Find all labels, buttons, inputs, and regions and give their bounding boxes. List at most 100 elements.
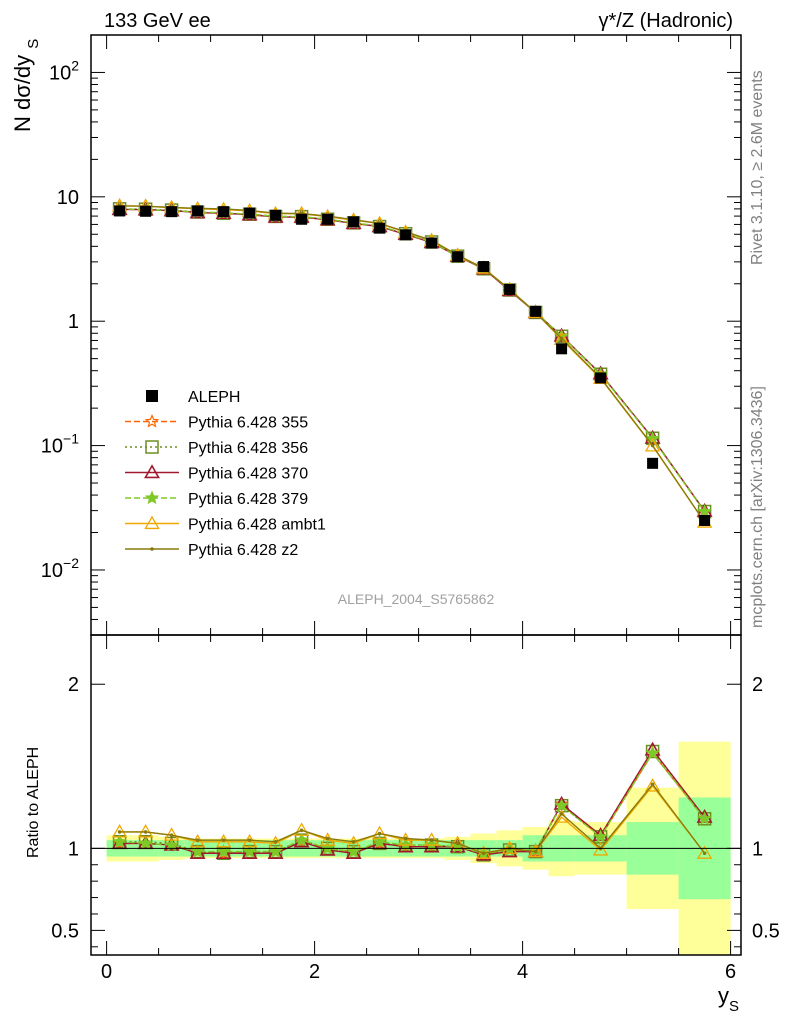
marker-triangle (111, 824, 128, 838)
x-tick-label: 4 (517, 961, 528, 983)
main-y-tick-label-base: 10 (41, 560, 63, 582)
marker-star (144, 490, 160, 505)
data-point (146, 390, 158, 402)
ratio-y-tick-label-left: 1 (68, 838, 79, 860)
marker-triangle (293, 822, 310, 836)
data-point (699, 514, 711, 526)
marker-dot (169, 833, 174, 838)
marker-star (138, 835, 153, 850)
marker-triangle (371, 825, 388, 840)
marker-star (242, 844, 257, 858)
marker-star (294, 832, 309, 847)
legend-label: Pythia 6.428 z2 (188, 542, 298, 559)
marker-dot (351, 839, 356, 844)
main-y-tick-label-exp: −2 (63, 555, 79, 571)
marker-star (190, 844, 205, 858)
legend-label: ALEPH (188, 389, 240, 406)
marker-dot (299, 828, 304, 833)
marker-dot (455, 841, 460, 846)
data-point (400, 229, 412, 241)
main-y-label: N dσ/dy S (10, 39, 42, 132)
data-point (166, 206, 178, 218)
marker-star (554, 798, 569, 812)
main-y-tick-label-base: 10 (41, 436, 63, 458)
marker-triangle (501, 840, 518, 854)
x-axis-label-text: y (718, 983, 729, 1008)
data-point (530, 305, 542, 317)
x-axis: 0 2 4 6 (101, 35, 736, 983)
main-y-tick-label: 10−1 (41, 431, 79, 458)
marker-star (697, 811, 712, 825)
marker-dot (559, 336, 564, 341)
marker-star (346, 844, 361, 858)
marker-star (320, 840, 335, 855)
x-tick-label: 6 (725, 961, 736, 983)
marker-square (145, 440, 159, 454)
marker-dot (273, 839, 278, 844)
marker-dot (559, 812, 564, 816)
marker-star (164, 837, 179, 852)
main-y-tick-label-base: 1 (68, 311, 79, 333)
data-point (114, 205, 126, 217)
marker-dot (325, 836, 330, 841)
marker-triangle (644, 778, 661, 792)
main-y-label-text: N dσ/dy (10, 55, 35, 132)
ratio-y-tick-label-left: 0.5 (51, 920, 79, 942)
data-point (478, 261, 490, 273)
data-point (426, 237, 438, 249)
legend-label: Pythia 6.428 379 (188, 491, 308, 508)
marker-star (216, 844, 231, 858)
marker-dot (247, 838, 252, 842)
legend-label: Pythia 6.428 356 (188, 440, 308, 457)
main-y-tick-label: 10−2 (41, 555, 79, 582)
marker-triangle (696, 845, 713, 859)
marker-dot (150, 547, 154, 551)
data-point (452, 251, 464, 263)
x-axis-label-subscript: S (729, 998, 739, 1015)
marker-star (645, 745, 660, 760)
data-point (348, 216, 360, 228)
main-y-tick-label: 102 (49, 57, 79, 84)
marker-triangle (137, 824, 154, 838)
marker-triangle (592, 842, 609, 856)
x-axis-label: yS (718, 983, 739, 1015)
marker-dot (117, 830, 122, 834)
marker-triangle (189, 833, 206, 848)
ratio-series-layer (111, 741, 713, 862)
marker-star (593, 829, 608, 843)
data-point (595, 372, 607, 384)
marker-dot (195, 838, 200, 842)
main-y-tick-label: 10 (57, 187, 79, 209)
ratio-y-tick-label-right: 1 (752, 838, 763, 860)
main-y-tick-label-base: 10 (49, 62, 71, 84)
data-point (556, 343, 568, 355)
marker-dot (533, 849, 538, 854)
marker-triangle (644, 438, 661, 452)
data-point (322, 213, 334, 225)
x-tick-label: 2 (309, 961, 320, 983)
series-line-main (119, 208, 706, 512)
main-y-tick-label: 1 (68, 311, 79, 333)
marker-dot (143, 830, 148, 834)
marker-dot (403, 836, 408, 841)
marker-triangle (215, 833, 232, 848)
marker-star (697, 503, 712, 518)
header-right-title: γ*/Z (Hadronic) (599, 10, 733, 32)
data-point (270, 209, 282, 221)
marker-dot (481, 851, 486, 856)
data-point (504, 283, 516, 295)
main-y-tick-label-base: 10 (57, 187, 79, 209)
legend: ALEPH Pythia 6.428 355 Pythia 6.428 356 Pyt… (125, 389, 326, 559)
ratio-y-tick-label-right: 0.5 (752, 920, 780, 942)
data-point (374, 222, 386, 234)
data-point (140, 205, 152, 217)
data-point (296, 213, 308, 225)
ratio-y-axis: 0.5 0.5 1 1 2 2 (51, 674, 780, 948)
ratio-y-tick-label-left: 2 (68, 674, 79, 696)
main-y-tick-label-exp: −1 (63, 431, 79, 447)
main-y-label-subscript: S (25, 39, 42, 49)
marker-star (372, 834, 387, 848)
ratio-panel-frame (90, 634, 742, 956)
ratio-y-tick-label-right: 2 (752, 674, 763, 696)
ratio-y-label: Ratio to ALEPH (25, 747, 42, 858)
